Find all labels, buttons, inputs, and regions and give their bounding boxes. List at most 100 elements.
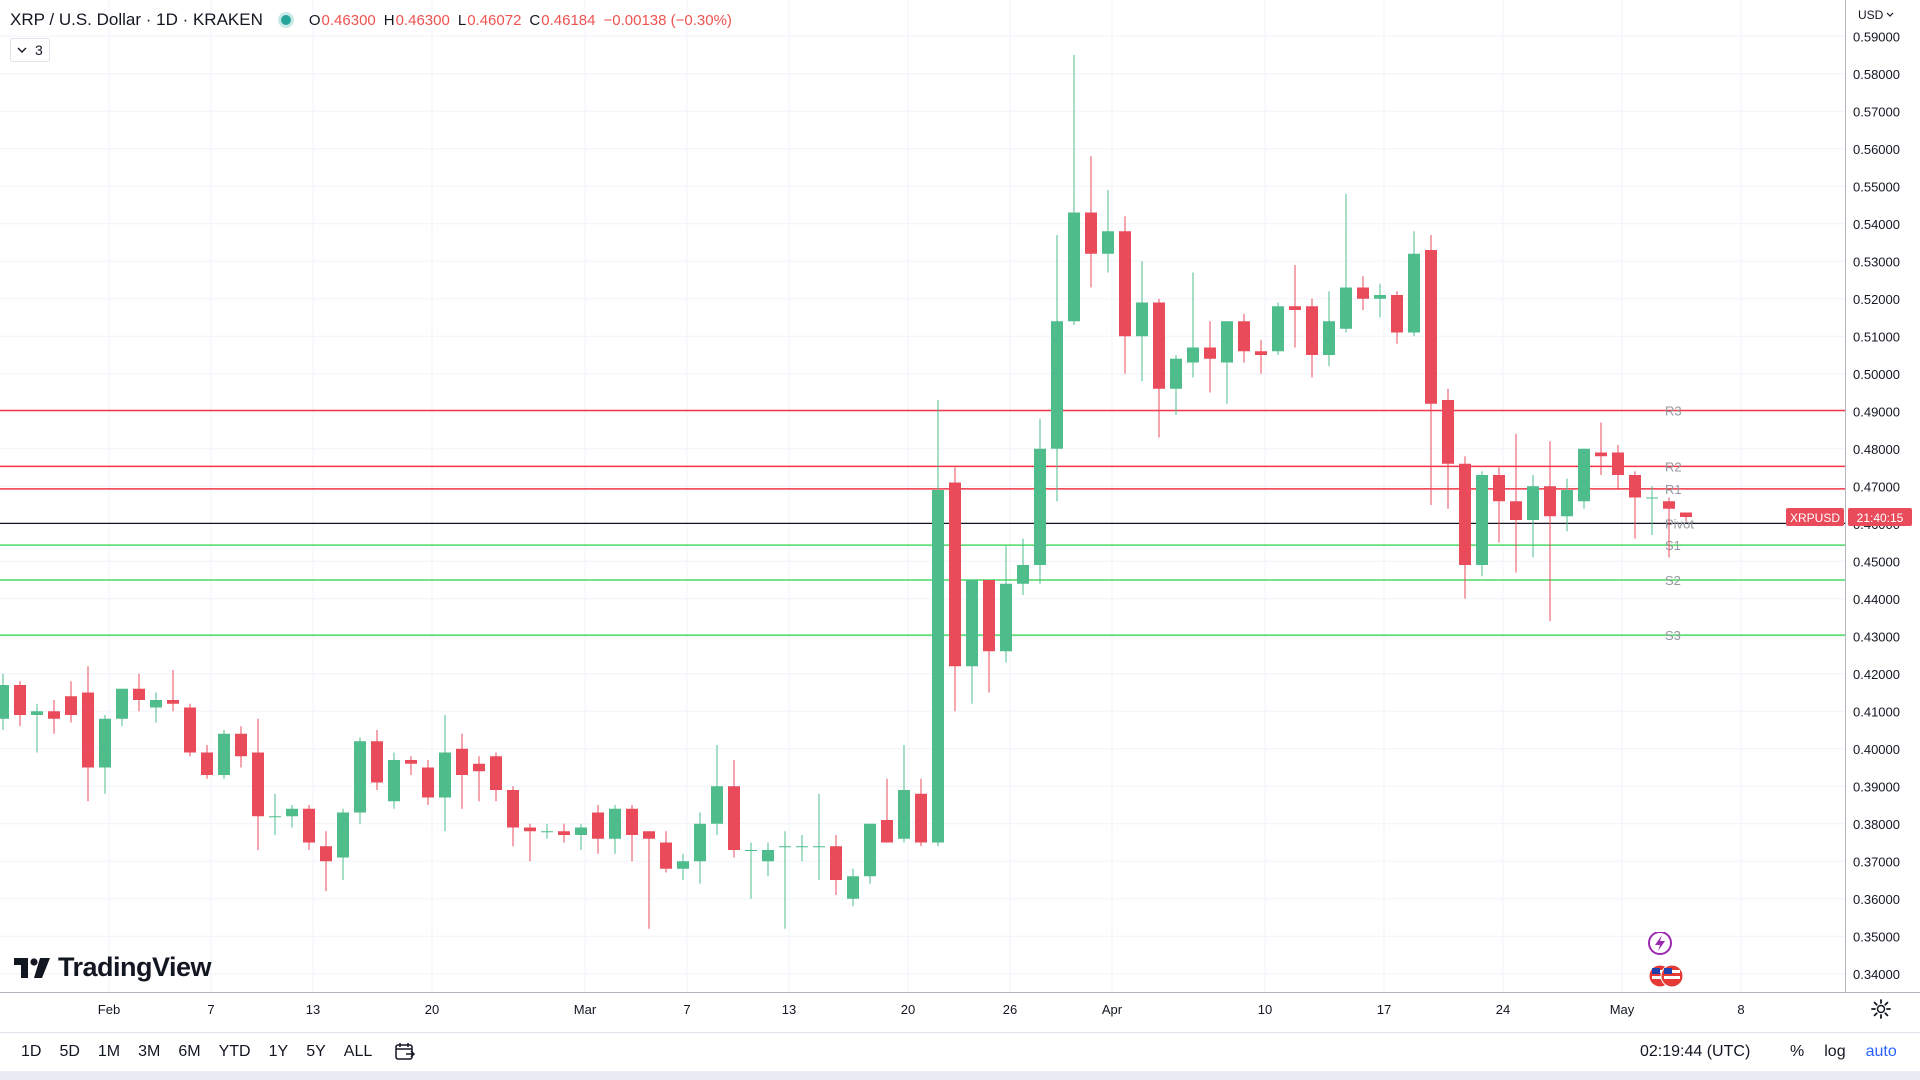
date-range-button[interactable] [394,1042,416,1067]
candle-body [1595,452,1607,457]
candle-body [337,812,349,858]
candle-body [643,831,655,839]
indicators-toggle-button[interactable]: 3 [10,38,50,62]
candle-body [1306,306,1318,355]
price-tick-label: 0.36000 [1853,892,1900,907]
candle-body [1442,400,1454,464]
candle-body [558,831,570,835]
price-tick-label: 0.35000 [1853,929,1900,944]
market-status-icon[interactable] [280,15,291,25]
candle-body [1187,347,1199,363]
candle-body [388,760,400,802]
candle-body [1408,253,1420,333]
timeframe-list: 1D 5D 1M 3M 6M YTD 1Y 5Y ALL [12,1033,381,1071]
candle-body [1680,512,1692,517]
price-tick-label: 0.52000 [1853,292,1900,307]
candle-body [626,808,638,835]
candle-body [898,790,910,839]
candle-body [694,823,706,862]
log-scale-toggle[interactable]: log [1824,1043,1846,1060]
pivot-label-pivot: Pivot [1665,516,1694,531]
price-tick-label: 0.34000 [1853,967,1900,982]
candle-body [99,718,111,768]
price-tick-label: 0.58000 [1853,67,1900,82]
candle-body [592,812,604,839]
price-tick-label: 0.53000 [1853,254,1900,269]
timeframe-3m[interactable]: 3M [138,1043,161,1060]
timeframe-1m[interactable]: 1M [97,1043,121,1060]
timeframe-all[interactable]: ALL [343,1043,373,1060]
time-tick-label: 20 [425,1002,439,1017]
candle-body [371,741,383,783]
candle-body [0,685,9,719]
price-tick-label: 0.54000 [1853,217,1900,232]
time-tick-label: 17 [1377,1002,1391,1017]
timeframe-1y[interactable]: 1Y [268,1043,289,1060]
price-tick-label: 0.38000 [1853,817,1900,832]
candle-body [779,846,791,848]
ohlc-open: O0.46300 [308,11,376,29]
candle-body [235,733,247,757]
chevron-down-icon [1886,12,1894,17]
candle-body [14,685,26,715]
time-tick-label: 24 [1496,1002,1510,1017]
ohlc-high: H0.46300 [383,11,450,29]
candle-body [1119,231,1131,337]
time-tick-label: 7 [207,1002,214,1017]
price-tick-label: 0.43000 [1853,629,1900,644]
price-tick-label: 0.41000 [1853,704,1900,719]
candle-body [1085,212,1097,254]
candle-body [456,748,468,775]
logo-text: TradingView [58,952,212,982]
candle-body [473,763,485,772]
timeframe-ytd[interactable]: YTD [218,1043,251,1060]
us-flag-event-icon[interactable] [1648,964,1684,988]
timeframe-1d[interactable]: 1D [21,1043,42,1060]
candle-body [1272,306,1284,352]
candle-body [116,688,128,719]
auto-scale-toggle[interactable]: auto [1865,1043,1897,1060]
utc-clock[interactable]: 02:19:44 (UTC) [1640,1043,1751,1060]
candle-body [745,850,757,851]
candle-body [966,580,978,667]
price-tick-label: 0.51000 [1853,329,1900,344]
candle-body [1034,448,1046,565]
candle-body [1493,475,1505,502]
timeframe-5d[interactable]: 5D [59,1043,80,1060]
candle-body [490,756,502,790]
time-tick-label: 20 [901,1002,915,1017]
time-tick-label: 26 [1003,1002,1017,1017]
candle-body [728,786,740,850]
lightning-event-icon[interactable] [1648,931,1672,955]
candle-body [1170,358,1182,389]
candle-body [405,760,417,764]
candle-body [881,820,893,843]
currency-label: USD [1858,8,1884,22]
candle-body [1000,583,1012,652]
candle-body [1510,501,1522,520]
candle-body [1153,302,1165,389]
timeframe-6m[interactable]: 6M [178,1043,201,1060]
price-tick-label: 0.55000 [1853,179,1900,194]
price-tick-label: 0.47000 [1853,479,1900,494]
timeframe-5y[interactable]: 5Y [306,1043,326,1060]
candle-body [1017,565,1029,584]
candle-body [864,823,876,877]
candle-body [1255,351,1267,355]
candle-body [1578,448,1590,502]
candle-body [1136,302,1148,337]
candle-body [830,846,842,880]
percent-scale-toggle[interactable]: % [1790,1043,1805,1060]
price-tick-label: 0.42000 [1853,667,1900,682]
candle-body [133,688,145,700]
symbol-title[interactable]: XRP / U.S. Dollar · 1D · KRAKEN [10,10,263,29]
candle-body [1051,321,1063,449]
chart-settings-button[interactable] [1870,998,1892,1025]
price-tick-label: 0.49000 [1853,404,1900,419]
tradingview-logo[interactable]: TradingView [14,952,212,983]
currency-selector[interactable]: USD [1858,8,1894,22]
price-chart[interactable]: R3 R2 R1 Pivot S1 S2 S3 0.34000 0.35000 0.36000 0.… [0,0,1920,1032]
pivot-label-r3: R3 [1665,404,1682,419]
pivot-label-r1: R1 [1665,482,1682,497]
candle-body [269,816,281,818]
